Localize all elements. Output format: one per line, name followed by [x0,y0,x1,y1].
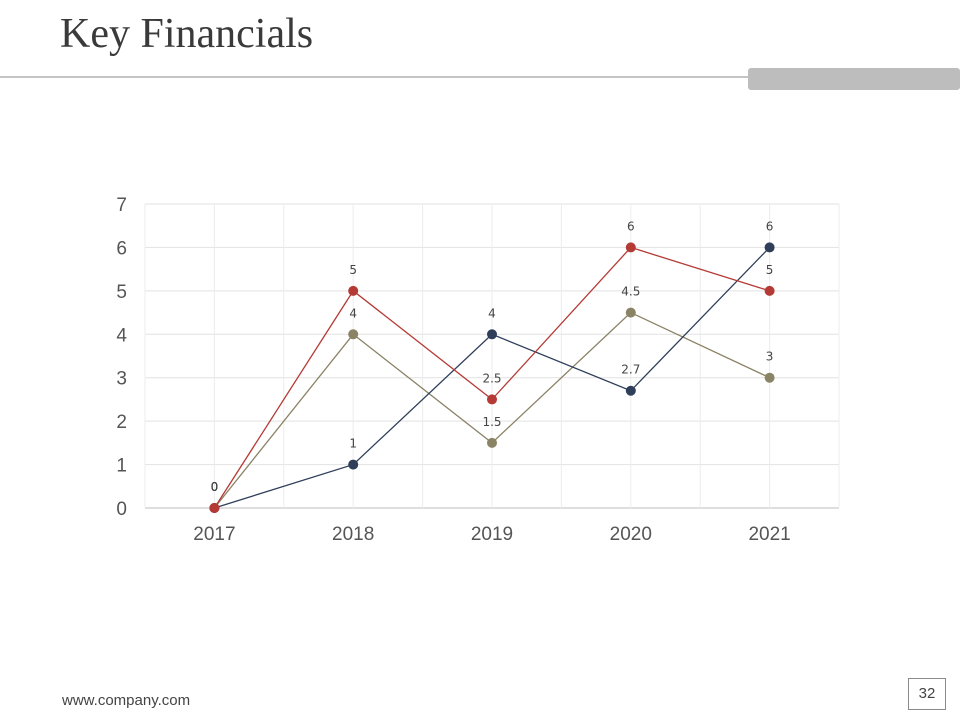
y-tick-label: 7 [116,195,127,216]
page-number: 32 [908,678,946,710]
chart-series-points [209,242,775,513]
data-label: 2.7 [621,363,640,377]
data-label: 1.5 [482,415,501,429]
data-point [348,329,359,340]
data-label: 0 [211,480,219,494]
data-point [209,503,220,513]
title-accent-bar [748,68,960,90]
data-label: 6 [766,219,774,233]
data-label: 0 [211,480,219,494]
data-point [487,437,497,448]
data-label: 0 [211,480,219,494]
y-tick-label: 2 [116,412,127,433]
y-tick-label: 5 [116,282,127,303]
y-tick-label: 0 [116,499,127,520]
x-tick-label: 2021 [748,524,790,545]
data-label: 4 [488,306,496,320]
data-point [487,329,497,340]
chart-gridlines [144,203,840,509]
data-label: 4 [349,306,357,320]
data-label: 2.5 [482,371,501,385]
data-label: 5 [766,263,774,277]
y-tick-label: 1 [116,456,127,477]
data-point [348,285,359,296]
data-point [348,459,359,470]
y-tick-label: 4 [116,325,127,346]
data-label: 4.5 [621,285,640,299]
data-point [625,242,636,253]
data-point [487,394,497,405]
y-tick-label: 6 [116,238,127,259]
data-point [764,285,775,296]
slide-title: Key Financials [60,11,314,57]
x-tick-label: 2017 [193,524,235,545]
chart-axes: 0 1 2 3 4 5 6 7 2017 2018 2019 2020 2021 [116,195,790,545]
data-label: 5 [349,263,357,277]
data-label: 3 [766,350,774,364]
y-tick-label: 3 [116,369,127,390]
title-divider [0,76,760,78]
data-point [764,372,775,383]
footer-url: www.company.com [62,692,191,709]
data-point [625,385,636,396]
data-point [625,307,636,318]
x-tick-label: 2020 [610,524,652,545]
x-tick-label: 2018 [332,524,374,545]
x-tick-label: 2019 [471,524,513,545]
data-label: 1 [349,437,357,451]
data-label: 6 [627,219,635,233]
data-point [764,242,775,253]
